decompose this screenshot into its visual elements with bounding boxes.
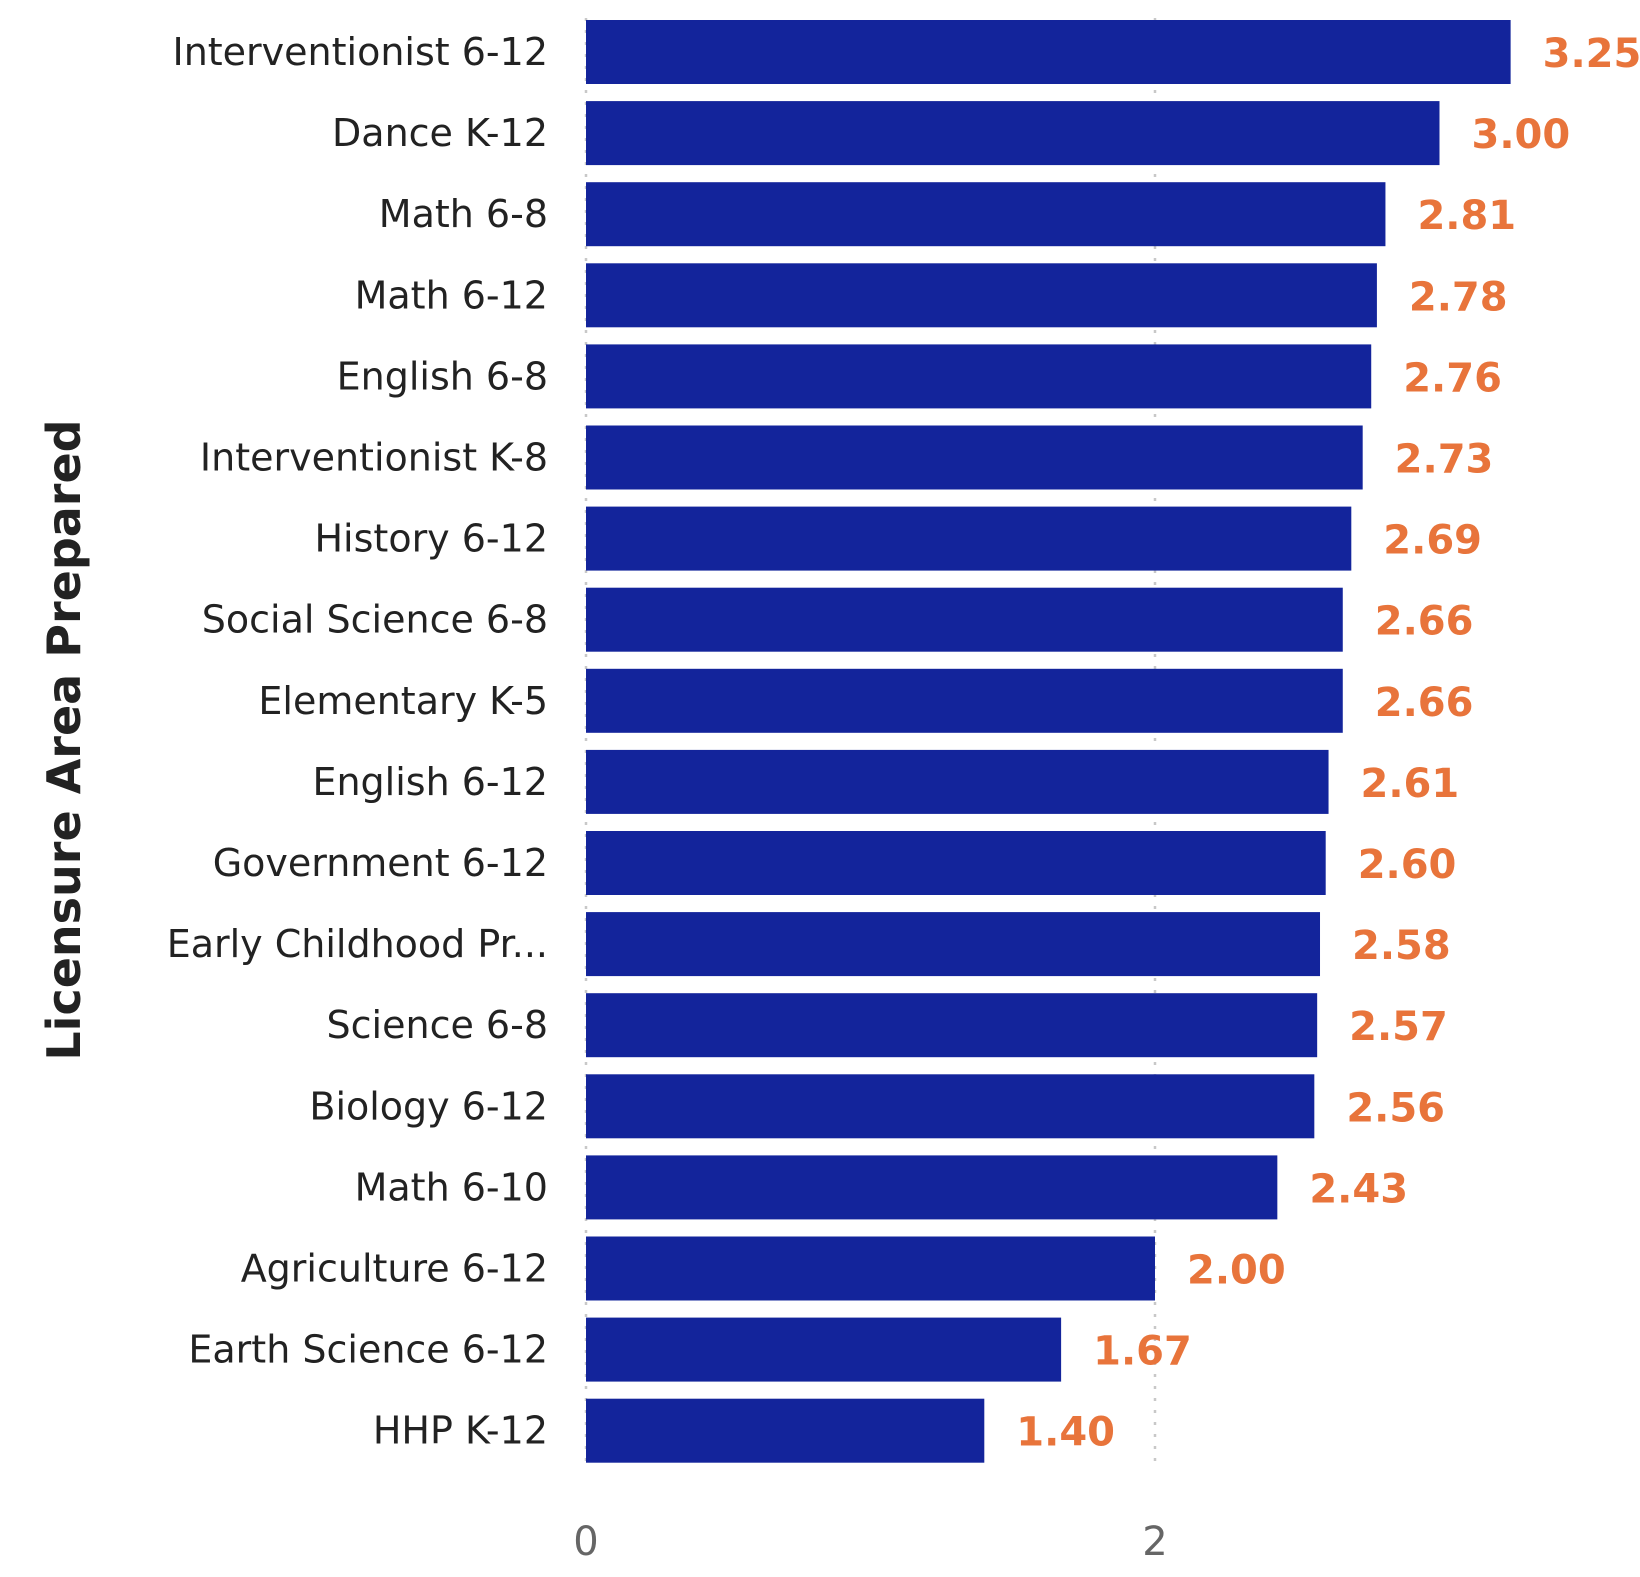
- bar: [586, 1155, 1278, 1220]
- value-label: 2.57: [1349, 1004, 1448, 1050]
- value-label: 2.56: [1346, 1085, 1445, 1131]
- x-tick-label: 2: [1142, 1519, 1167, 1565]
- category-label: Government 6-12: [213, 841, 548, 885]
- category-label: Math 6-10: [355, 1165, 548, 1209]
- bar: [586, 182, 1386, 247]
- bar: [586, 749, 1329, 814]
- category-label: Social Science 6-8: [202, 598, 548, 642]
- bar: [586, 993, 1318, 1058]
- value-label: 2.66: [1375, 599, 1474, 645]
- value-label: 1.67: [1093, 1329, 1192, 1375]
- category-label: Elementary K-5: [258, 679, 548, 723]
- bar: [586, 20, 1511, 84]
- value-labels: 3.25 3.00 2.81 2.78 2.76 2.73 2.69 2.66 2.66 2.61…: [1016, 31, 1640, 1456]
- category-label: Science 6-8: [327, 1003, 548, 1047]
- bar: [586, 587, 1343, 652]
- value-label: 2.60: [1358, 842, 1457, 888]
- value-label: 2.43: [1309, 1166, 1408, 1212]
- bar: [586, 831, 1326, 895]
- category-label: History 6-12: [314, 517, 548, 561]
- category-label: English 6-8: [337, 354, 548, 398]
- value-label: 2.73: [1395, 437, 1494, 483]
- bar: [586, 912, 1321, 977]
- bar: [586, 344, 1372, 409]
- category-label: Math 6-8: [379, 192, 548, 236]
- category-label: Interventionist 6-12: [172, 30, 548, 74]
- bar: [586, 1236, 1155, 1301]
- bars: [586, 20, 1511, 1463]
- value-label: 2.66: [1375, 680, 1474, 726]
- category-label: Dance K-12: [332, 111, 548, 155]
- bar: [586, 101, 1440, 166]
- value-label: 2.81: [1417, 193, 1516, 239]
- value-label: 2.78: [1409, 274, 1508, 320]
- value-label: 2.69: [1383, 518, 1482, 564]
- bar: [586, 1398, 985, 1463]
- bar: [586, 263, 1377, 328]
- category-label: Math 6-12: [355, 273, 548, 317]
- y-axis-title: Licensure Area Prepared: [37, 419, 91, 1060]
- bar: [586, 1317, 1062, 1382]
- value-label: 2.58: [1352, 923, 1451, 969]
- bar: [586, 1074, 1315, 1139]
- value-label: 3.25: [1543, 31, 1640, 77]
- category-labels: Interventionist 6-12 Dance K-12 Math 6-8 Ma…: [167, 30, 548, 1453]
- category-label: HHP K-12: [373, 1409, 548, 1453]
- x-tick-label: 0: [573, 1519, 598, 1565]
- value-label: 2.61: [1361, 761, 1460, 807]
- category-label: Early Childhood Pr...: [167, 922, 548, 966]
- bar: [586, 506, 1352, 571]
- value-label: 3.00: [1472, 112, 1571, 158]
- bar: [586, 668, 1343, 733]
- value-label: 1.40: [1016, 1410, 1115, 1456]
- category-label: Biology 6-12: [309, 1084, 548, 1128]
- category-label: Earth Science 6-12: [188, 1328, 548, 1372]
- category-label: English 6-12: [312, 760, 548, 804]
- value-label: 2.76: [1403, 355, 1502, 401]
- bar: [586, 425, 1363, 490]
- category-label: Agriculture 6-12: [241, 1247, 548, 1291]
- value-label: 2.00: [1187, 1248, 1286, 1294]
- gridlines: [584, 18, 1157, 1470]
- category-label: Interventionist K-8: [200, 436, 548, 480]
